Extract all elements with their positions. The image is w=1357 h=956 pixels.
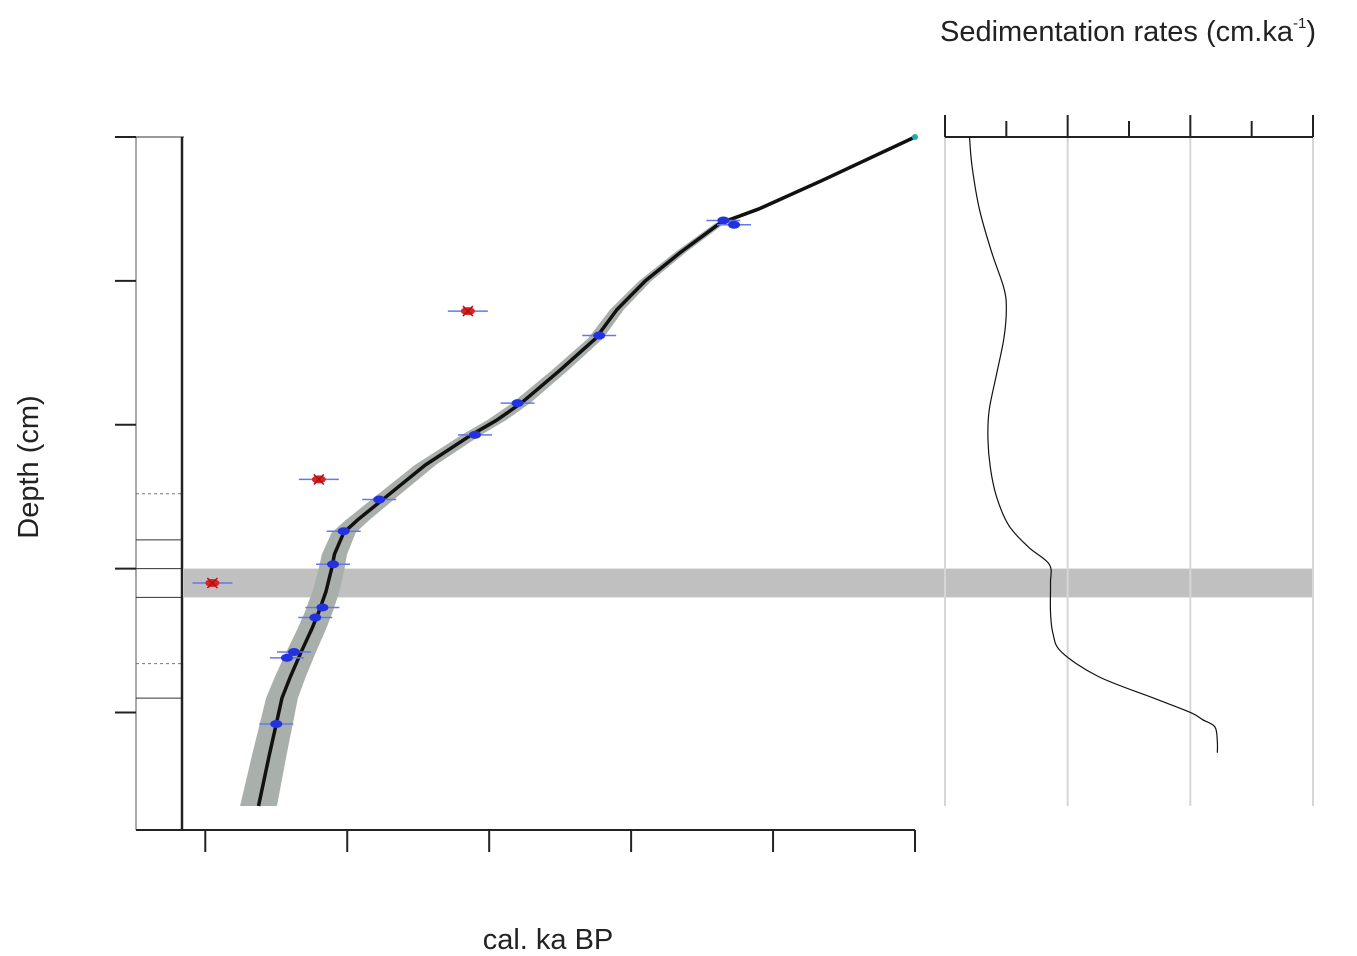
accepted-date-point [316,603,329,612]
y-axis-title: Depth (cm) [13,395,45,538]
age-depth-model-line [256,135,916,807]
radiocarbon-dates-layer [192,134,918,728]
rejected-date-cross [462,305,474,317]
accepted-date-point [511,399,524,408]
accepted-date-point [593,331,606,340]
x-axis-title: cal. ka BP [483,924,614,956]
age-depth-model-layer [240,135,918,807]
sedimentation-axis-title: Sedimentation rates (cm.ka-1) [940,15,1316,48]
surface-date-point [912,134,918,140]
sedimentation-axis [944,115,1314,138]
accepted-date-point [280,653,293,662]
sedimentation-gridlines [944,137,1314,806]
rejected-date-cross [206,577,218,589]
unit-3-highlight-band-layer [184,568,1314,598]
sedimentation-curve-layer [968,136,1219,753]
accepted-date-point [327,560,340,569]
accepted-date-point [717,216,730,225]
accepted-date-point [309,613,322,622]
rejected-date-cross [313,473,325,485]
accepted-date-point [270,719,283,728]
sedimentation-rate-curve [968,136,1219,753]
unit-3-highlight-band [184,568,1314,598]
age-depth-axes [115,136,916,852]
model-uncertainty-envelope [240,137,918,806]
accepted-date-point [337,527,350,536]
lithological-units-column [135,137,181,830]
accepted-date-point [728,220,741,229]
accepted-date-point [288,648,301,657]
accepted-date-point [373,495,386,504]
accepted-date-point [468,430,481,439]
